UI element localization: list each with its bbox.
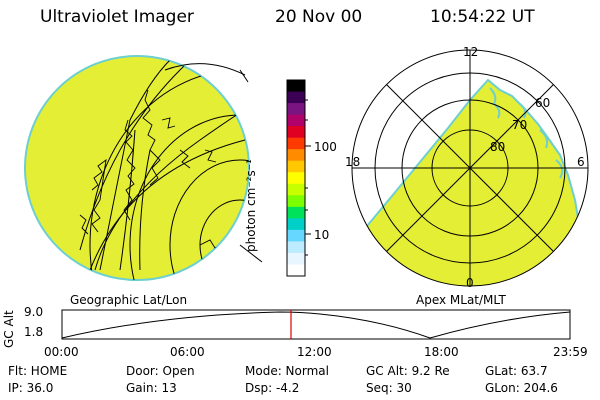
colorbar-band xyxy=(287,137,305,150)
longitude-grid xyxy=(79,56,249,271)
colorbar-band xyxy=(287,80,305,93)
colorbar-band xyxy=(287,218,305,231)
colorbar-tick-10: 10 xyxy=(314,228,330,242)
colorbar-band xyxy=(287,252,305,266)
status-glat: GLat: 63.7 xyxy=(485,364,548,378)
altitude-xtick-0600: 06:00 xyxy=(170,345,205,359)
colorbar-band xyxy=(287,183,305,196)
colorbar-band xyxy=(287,172,305,185)
mlt-label-6: 6 xyxy=(577,155,585,169)
mlat-label-60: 60 xyxy=(535,96,551,110)
altitude-ytick-min: 1.8 xyxy=(24,325,44,339)
mlt-label-18: 18 xyxy=(345,155,361,169)
colorbar-band xyxy=(287,91,305,104)
status-dsp: Dsp: -4.2 xyxy=(245,381,300,395)
mlt-label-12: 12 xyxy=(463,45,479,59)
colorbar-band xyxy=(287,103,305,116)
status-gain: Gain: 13 xyxy=(126,381,177,395)
colorbar xyxy=(286,79,311,277)
app-title: Ultraviolet Imager xyxy=(40,7,194,27)
altitude-plot xyxy=(61,309,571,340)
mlat-label-70: 70 xyxy=(512,118,528,132)
apex-label: Apex MLat/MLT xyxy=(416,293,506,307)
status-door: Door: Open xyxy=(126,364,195,378)
colorbar-band xyxy=(287,229,305,243)
altitude-ytick-max: 9.0 xyxy=(24,305,44,319)
colorbar-band xyxy=(287,160,305,173)
mlt-label-0: 0 xyxy=(466,276,474,290)
status-seq: Seq: 30 xyxy=(366,381,412,395)
status-ip: IP: 36.0 xyxy=(8,381,54,395)
geographic-label: Geographic Lat/Lon xyxy=(70,293,188,307)
colorbar-band xyxy=(287,114,305,127)
colorbar-band xyxy=(287,206,305,219)
status-flt: Flt: HOME xyxy=(8,364,68,378)
altitude-xtick-1800: 18:00 xyxy=(424,345,459,359)
polar-plot xyxy=(351,49,589,287)
colorbar-band xyxy=(287,264,305,277)
status-gcalt: GC Alt: 9.2 Re xyxy=(366,364,450,378)
geographic-image xyxy=(24,55,263,281)
mlat-label-80: 80 xyxy=(490,140,506,154)
altitude-xtick-1200: 12:00 xyxy=(297,345,332,359)
altitude-xtick-2359: 23:59 xyxy=(553,345,588,359)
colorbar-unit-label: photon cm⁻²s⁻¹ xyxy=(244,159,258,252)
time-readout: 10:54:22 UT xyxy=(430,7,535,27)
altitude-xtick-0000: 00:00 xyxy=(44,345,79,359)
colorbar-band xyxy=(287,195,305,208)
colorbar-band xyxy=(287,149,305,162)
status-glon: GLon: 204.6 xyxy=(485,381,558,395)
altitude-ylabel: GC Alt xyxy=(2,310,16,348)
date-readout: 20 Nov 00 xyxy=(275,7,363,27)
colorbar-tick-100: 100 xyxy=(314,140,337,154)
colorbar-band xyxy=(287,126,305,139)
colorbar-band xyxy=(287,241,305,254)
status-mode: Mode: Normal xyxy=(245,364,329,378)
